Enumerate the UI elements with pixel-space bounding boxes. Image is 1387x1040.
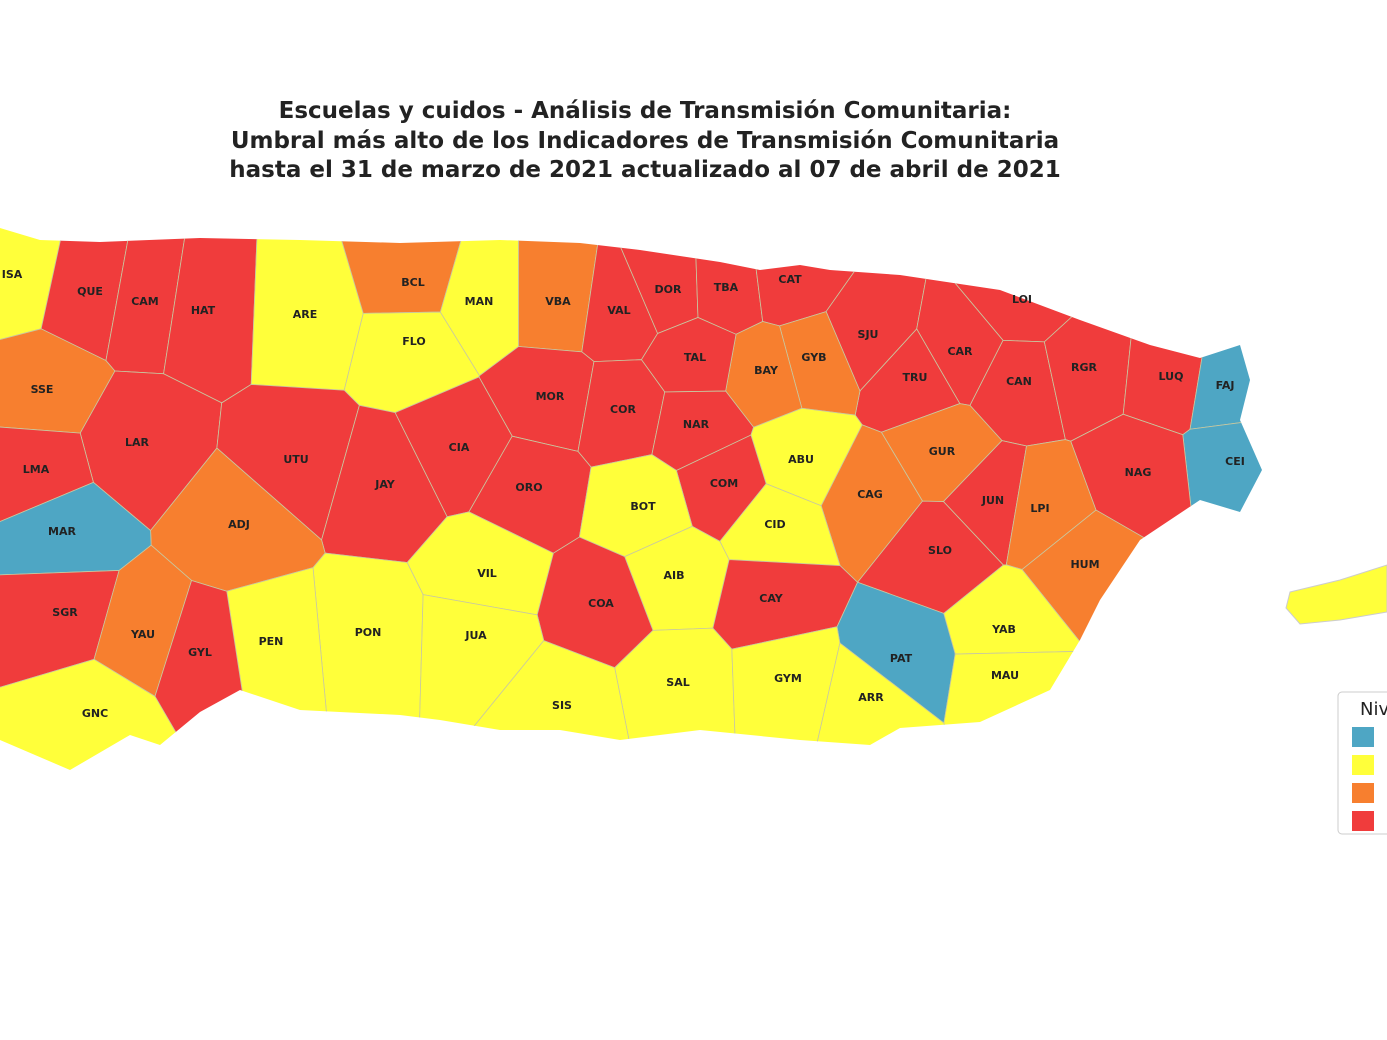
municipality-label: MAR xyxy=(48,525,76,538)
municipality-label: BCL xyxy=(401,276,424,289)
municipality-label: HAT xyxy=(191,304,216,317)
municipality xyxy=(312,552,424,770)
municipality-label: JAY xyxy=(374,478,396,491)
municipality-label: SLO xyxy=(928,544,952,557)
municipality-label: NAG xyxy=(1125,466,1152,479)
municipality-label: COR xyxy=(610,403,636,416)
municipality xyxy=(1021,509,1262,770)
legend-title: Niv xyxy=(1360,699,1387,720)
municipality xyxy=(1182,411,1262,748)
municipality-label: JUA xyxy=(464,629,487,642)
legend-swatch xyxy=(1352,783,1374,803)
municipality-label: JUN xyxy=(981,494,1004,507)
municipality-label: CAT xyxy=(778,273,802,286)
municipality-label: ARE xyxy=(293,308,318,321)
municipality-label: ABU xyxy=(788,453,814,466)
municipality-label: HUM xyxy=(1070,558,1099,571)
municipality-label: COM xyxy=(710,477,738,490)
municipality-label: SIS xyxy=(552,699,572,712)
municipality-label: LPI xyxy=(1030,502,1049,515)
municipality-label: GYL xyxy=(188,646,212,659)
municipality-label: SSE xyxy=(31,383,54,396)
municipality-label: PAT xyxy=(890,652,913,665)
municipality-label: GNC xyxy=(82,707,108,720)
municipality-label: MAN xyxy=(465,295,494,308)
municipality-label: VIL xyxy=(477,567,497,580)
vieques xyxy=(1285,564,1387,625)
municipality-label: LMA xyxy=(23,463,50,476)
municipality-label: PEN xyxy=(259,635,284,648)
municipality-label: BAY xyxy=(754,364,779,377)
municipality-label: CAR xyxy=(947,345,973,358)
municipality-label: ORO xyxy=(515,481,542,494)
municipality-label: DOR xyxy=(655,283,682,296)
municipality xyxy=(0,658,228,770)
municipality-label: NAR xyxy=(683,418,710,431)
municipality-label: UTU xyxy=(283,453,308,466)
municipality-label: TBA xyxy=(714,281,739,294)
municipality-label: LAR xyxy=(125,436,150,449)
municipality-label: TRU xyxy=(903,371,928,384)
municipality-label: RGR xyxy=(1071,361,1097,374)
municipality-label: FLO xyxy=(402,335,425,348)
municipality-label: MAU xyxy=(991,669,1019,682)
municipality-label: ISA xyxy=(2,268,23,281)
municipality-label: GYB xyxy=(801,351,826,364)
municipality-label: VAL xyxy=(607,304,630,317)
municipality xyxy=(693,228,764,335)
labels: ISA QUE CAM HAT ARE BCL FLO MAN VBA VAL DOR TBA CAT S… xyxy=(2,268,1245,720)
municipality-label: ARR xyxy=(858,691,884,704)
municipality-label: CAM xyxy=(131,295,159,308)
municipality-label: CAY xyxy=(759,592,784,605)
municipality xyxy=(1189,228,1262,430)
municipality-label: TAL xyxy=(684,351,706,364)
title-line: Escuelas y cuidos - Análisis de Transmis… xyxy=(279,98,1012,124)
municipality-label: LOI xyxy=(1012,293,1032,306)
legend-swatch xyxy=(1352,811,1374,831)
municipality xyxy=(163,228,259,404)
municipality-label: SJU xyxy=(858,328,879,341)
municipality-label: CIA xyxy=(449,441,470,454)
municipality-label: CAG xyxy=(857,488,883,501)
municipality-label: GYM xyxy=(774,672,802,685)
municipality-label: YAB xyxy=(991,623,1016,636)
municipality-label: CEI xyxy=(1225,455,1245,468)
legend: Niv xyxy=(1337,691,1387,835)
municipality-label: GUR xyxy=(929,445,956,458)
municipality-label: VBA xyxy=(545,295,571,308)
municipality-label: MOR xyxy=(536,390,565,403)
municipality-label: QUE xyxy=(77,285,103,298)
municipality xyxy=(614,627,739,770)
municipality-label: FAJ xyxy=(1216,379,1235,392)
municipality-label: SGR xyxy=(52,606,78,619)
municipality-label: CID xyxy=(764,518,785,531)
municipality xyxy=(250,228,364,391)
municipality-label: YAU xyxy=(130,628,155,641)
title-line: hasta el 31 de marzo de 2021 actualizado… xyxy=(229,157,1060,183)
municipality-label: CAN xyxy=(1006,375,1032,388)
legend-swatch xyxy=(1352,755,1374,775)
municipality-label: COA xyxy=(588,597,614,610)
municipality-label: SAL xyxy=(666,676,689,689)
municipality-label: AIB xyxy=(664,569,685,582)
legend-swatch xyxy=(1352,727,1374,747)
municipality-label: BOT xyxy=(630,500,656,513)
title-line: Umbral más alto de los Indicadores de Tr… xyxy=(231,128,1059,154)
municipality-label: LUQ xyxy=(1159,370,1184,383)
municipality-label: ADJ xyxy=(228,518,250,531)
municipality-label: PON xyxy=(355,626,382,639)
